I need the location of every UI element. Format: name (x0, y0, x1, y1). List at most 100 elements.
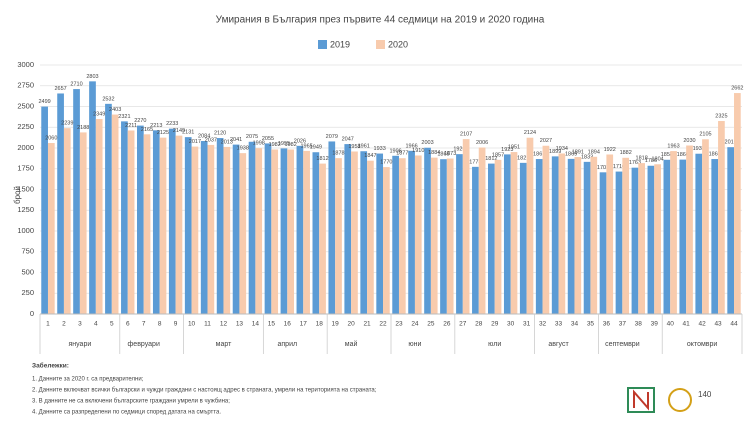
bar (670, 151, 677, 314)
data-label: 1812 (485, 156, 497, 162)
y-tick-label: 2500 (17, 101, 34, 110)
data-label: 1847 (364, 153, 376, 159)
bar (312, 152, 320, 314)
bar (383, 167, 390, 314)
logo-mark (627, 387, 655, 413)
bar (319, 163, 326, 314)
bar (127, 130, 135, 314)
data-label: 1707 (597, 165, 609, 171)
data-label: 1938 (237, 146, 249, 152)
month-label: юли (488, 341, 501, 348)
data-label: 1922 (604, 147, 616, 153)
y-tick-label: 1250 (17, 205, 34, 214)
bar (216, 138, 224, 314)
bar (654, 164, 661, 314)
x-tick-label: 35 (587, 321, 595, 328)
bar (89, 81, 96, 314)
data-label: 2532 (102, 96, 114, 102)
month-label: юни (408, 341, 421, 348)
data-label: 1812 (316, 156, 328, 162)
bar (606, 154, 614, 314)
x-tick-label: 19 (332, 321, 340, 328)
bar (686, 145, 693, 314)
x-tick-label: 42 (698, 321, 706, 328)
data-label: 1910 (412, 148, 424, 154)
data-label: 2349 (93, 111, 105, 117)
bar (255, 148, 263, 314)
data-label: 1770 (380, 160, 392, 166)
data-label: 2233 (166, 121, 178, 127)
x-tick-label: 21 (363, 321, 371, 328)
data-label: 2055 (262, 136, 274, 142)
bar (472, 166, 479, 314)
bar (271, 149, 279, 314)
data-label: 2803 (86, 74, 98, 80)
bar (376, 153, 384, 314)
data-label: 2026 (294, 138, 306, 144)
x-tick-label: 28 (475, 321, 483, 328)
x-tick-label: 41 (683, 321, 691, 328)
logo-ring (668, 388, 692, 412)
data-label: 2075 (246, 134, 258, 140)
data-label: 1857 (492, 152, 504, 158)
data-label: 1821 (517, 155, 529, 161)
y-tick-label: 2250 (17, 122, 34, 131)
data-label: 2037 (205, 137, 217, 143)
x-tick-label: 29 (491, 321, 499, 328)
data-label: 2499 (39, 99, 51, 105)
data-label: 2027 (540, 138, 552, 144)
data-label: 1961 (358, 144, 370, 150)
data-label: 1982 (269, 142, 281, 148)
bar (488, 163, 495, 314)
data-label: 1982 (285, 142, 297, 148)
bar (121, 121, 128, 315)
data-label: 1865 (437, 152, 449, 158)
note: 4. Данните са разпределени по седмици сп… (32, 410, 221, 416)
x-tick-label: 12 (220, 321, 228, 328)
bar (647, 165, 655, 314)
x-tick-label: 26 (443, 321, 451, 328)
bar (638, 163, 645, 314)
x-tick-label: 33 (555, 321, 563, 328)
bar (711, 159, 719, 314)
month-label: май (345, 340, 358, 348)
data-label: 2188 (77, 125, 89, 131)
data-label: 1877 (396, 151, 408, 157)
data-label: 2165 (141, 127, 153, 133)
bar (287, 149, 294, 314)
bar (718, 121, 725, 315)
bar (583, 161, 591, 314)
x-tick-label: 40 (667, 321, 675, 328)
bar (535, 159, 543, 314)
bar (446, 158, 454, 314)
data-label: 2010 (725, 140, 737, 146)
data-label: 2710 (70, 82, 82, 88)
y-tick-label: 2750 (17, 81, 34, 90)
y-tick-label: 500 (21, 267, 34, 276)
legend-swatch (376, 40, 385, 49)
data-label: 1951 (508, 145, 520, 151)
bar (494, 159, 502, 314)
note: 1. Данните за 2020 г. са предварителни; (32, 377, 144, 383)
bar (398, 158, 406, 314)
data-label: 1860 (677, 152, 689, 158)
data-label: 2084 (198, 133, 210, 139)
bar (137, 125, 144, 314)
y-axis-label: брой (13, 186, 22, 204)
x-tick-label: 39 (651, 321, 659, 328)
x-tick-label: 11 (204, 321, 211, 328)
x-tick-label: 3 (78, 321, 82, 328)
data-label: 1884 (428, 150, 440, 156)
x-tick-label: 20 (347, 321, 355, 328)
x-tick-label: 27 (459, 321, 467, 328)
data-label: 1818 (636, 156, 648, 162)
bar (191, 146, 199, 314)
data-label: 1966 (405, 143, 417, 149)
bar (679, 159, 687, 314)
legend-label: 2020 (388, 39, 408, 49)
data-label: 1867 (709, 151, 721, 157)
bar (207, 144, 215, 314)
bar (440, 159, 447, 314)
bar (41, 106, 48, 314)
